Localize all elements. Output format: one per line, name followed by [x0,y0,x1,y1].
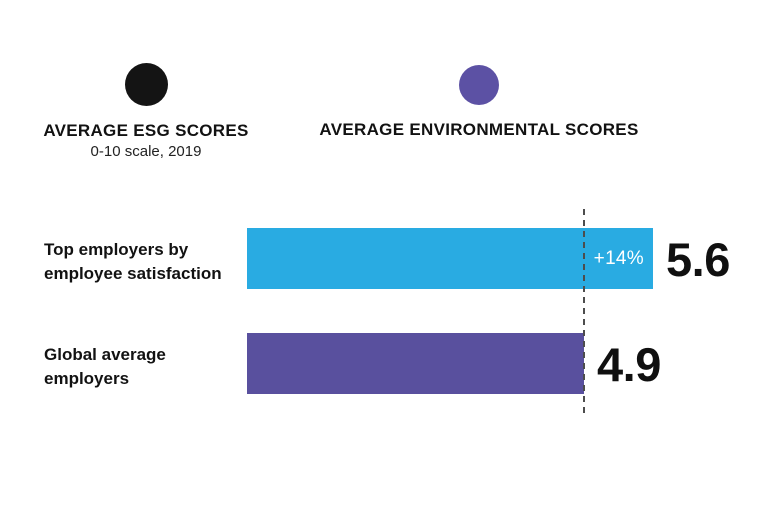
bar-value-top-employers: 5.6 [666,233,730,286]
esg-legend-title: AVERAGE ESG SCORES [43,121,249,140]
bar-annotation-percent-change: +14% [593,247,644,269]
category-label-top-employers: Top employers by employee satisfaction [44,240,222,283]
environmental-legend-dot-icon [459,65,499,105]
bar-value-global-average: 4.9 [597,338,661,391]
reference-dashed-line [583,209,585,415]
category-label-global-average: Global average employers [44,345,166,388]
bar-global-average [247,333,584,394]
legend-item-esg: AVERAGE ESG SCORES 0-10 scale, 2019 [22,63,270,161]
esg-legend-subtitle: 0-10 scale, 2019 [90,143,202,160]
bar-top-employers: +14% [247,228,653,289]
esg-legend-dot-icon [124,63,168,106]
environmental-legend-title: AVERAGE ENVIRONMENTAL SCORES [319,120,639,139]
legend-item-environmental: AVERAGE ENVIRONMENTAL SCORES [308,63,650,140]
